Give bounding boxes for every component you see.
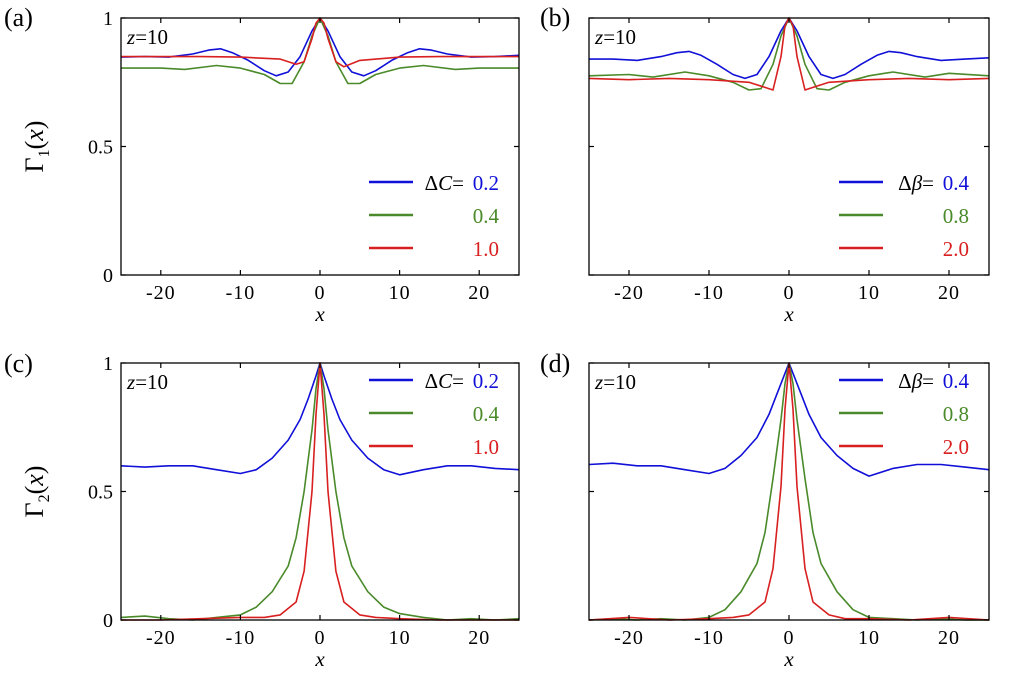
x-tick-label: -20 (146, 282, 176, 304)
x-tick-label: -10 (226, 282, 256, 304)
legend-value: 0.4 (473, 204, 500, 228)
annotation-z: z=10 (594, 25, 636, 49)
panel-label: (c) (4, 349, 33, 378)
legend: ΔC= 0.2 0.4 1.0 (369, 369, 500, 459)
y-tick-label: 0.5 (88, 137, 113, 159)
y-axis-label: Γ1(x) (20, 121, 53, 173)
annotation-z: z=10 (126, 25, 168, 49)
legend-value: 1.0 (473, 435, 499, 459)
x-tick-label: 0 (784, 282, 795, 304)
x-tick-label: 20 (938, 282, 960, 304)
series-line-1.0 (121, 17, 519, 68)
x-tick-label: -10 (694, 282, 724, 304)
series-line-0.4 (121, 17, 519, 85)
legend-param: ΔC= (425, 369, 464, 393)
x-tick-label: 20 (938, 627, 960, 649)
panel-d: -20 -10 0 10 20 (d) z=10 x Δβ= 0.4 0.8 2.0 (540, 349, 990, 671)
x-tick-label: 0 (315, 627, 326, 649)
series-line-1.0 (121, 362, 519, 621)
legend-param: ΔC= (425, 171, 464, 195)
y-tick-label: 0 (103, 265, 113, 287)
axes-frame (588, 362, 990, 621)
x-axis-label: x (783, 302, 794, 326)
panel-label: (d) (540, 349, 570, 378)
y-tick-label: 0 (103, 610, 113, 632)
panel-label: (b) (540, 3, 570, 32)
legend-value: 0.4 (473, 402, 500, 426)
x-tick-label: -20 (146, 627, 176, 649)
series-line-2.0 (588, 362, 990, 621)
legend: Δβ= 0.4 0.8 2.0 (839, 171, 970, 261)
legend-value: 0.2 (473, 369, 499, 393)
x-tick-label: -20 (614, 627, 644, 649)
series-line-0.4 (589, 17, 990, 80)
series-line-0.8 (588, 362, 989, 621)
panel-b: -20 -10 0 10 20 (b) z=10 x Δβ= 0.4 0.8 2.0 (540, 3, 990, 326)
panel-label: (a) (4, 3, 33, 32)
x-tick-label: 20 (468, 282, 490, 304)
legend-value: 2.0 (943, 435, 969, 459)
x-tick-label: 0 (784, 627, 795, 649)
x-tick-label: 0 (315, 282, 326, 304)
x-axis-label: x (783, 647, 794, 671)
axes-frame (120, 362, 520, 621)
legend: Δβ= 0.4 0.8 2.0 (839, 369, 970, 459)
axes-frame (588, 17, 990, 276)
legend-value: 0.4 (943, 171, 970, 195)
x-tick-label: 10 (858, 627, 880, 649)
legend-value: 0.4 (943, 369, 970, 393)
y-tick-label: 1 (103, 8, 113, 30)
x-tick-label: -20 (614, 282, 644, 304)
x-tick-label: -10 (694, 627, 724, 649)
legend-param: Δβ= (898, 369, 934, 393)
series-line-2.0 (588, 17, 990, 91)
x-tick-label: 20 (468, 627, 490, 649)
x-tick-label: 10 (858, 282, 880, 304)
legend-value: 0.8 (943, 402, 969, 426)
series-line-0.4 (120, 362, 520, 621)
legend: ΔC= 0.2 0.4 1.0 (369, 171, 500, 261)
panel-c: -20 -10 0 10 20 0 0.5 1 (c) z=10 x Γ2(x) ΔC= 0.2 0.4 1.… (4, 349, 520, 671)
x-axis-label: x (314, 647, 325, 671)
series-line-0.2 (120, 17, 520, 77)
legend-value: 0.8 (943, 204, 969, 228)
x-axis-label: x (314, 302, 325, 326)
y-tick-label: 0.5 (88, 482, 113, 504)
x-tick-label: 10 (389, 627, 411, 649)
legend-value: 2.0 (943, 237, 969, 261)
panel-a: -20 -10 0 10 20 0 0.5 1 (a) z=10 x Γ1(x) ΔC= 0.2 0.4 1.… (4, 3, 520, 326)
legend-value: 0.2 (473, 171, 499, 195)
legend-param: Δβ= (898, 171, 934, 195)
legend-value: 1.0 (473, 237, 499, 261)
annotation-z: z=10 (594, 370, 636, 394)
x-tick-label: -10 (226, 627, 256, 649)
x-tick-label: 10 (389, 282, 411, 304)
annotation-z: z=10 (126, 370, 168, 394)
y-axis-label: Γ2(x) (20, 466, 53, 518)
y-tick-label: 1 (103, 353, 113, 375)
